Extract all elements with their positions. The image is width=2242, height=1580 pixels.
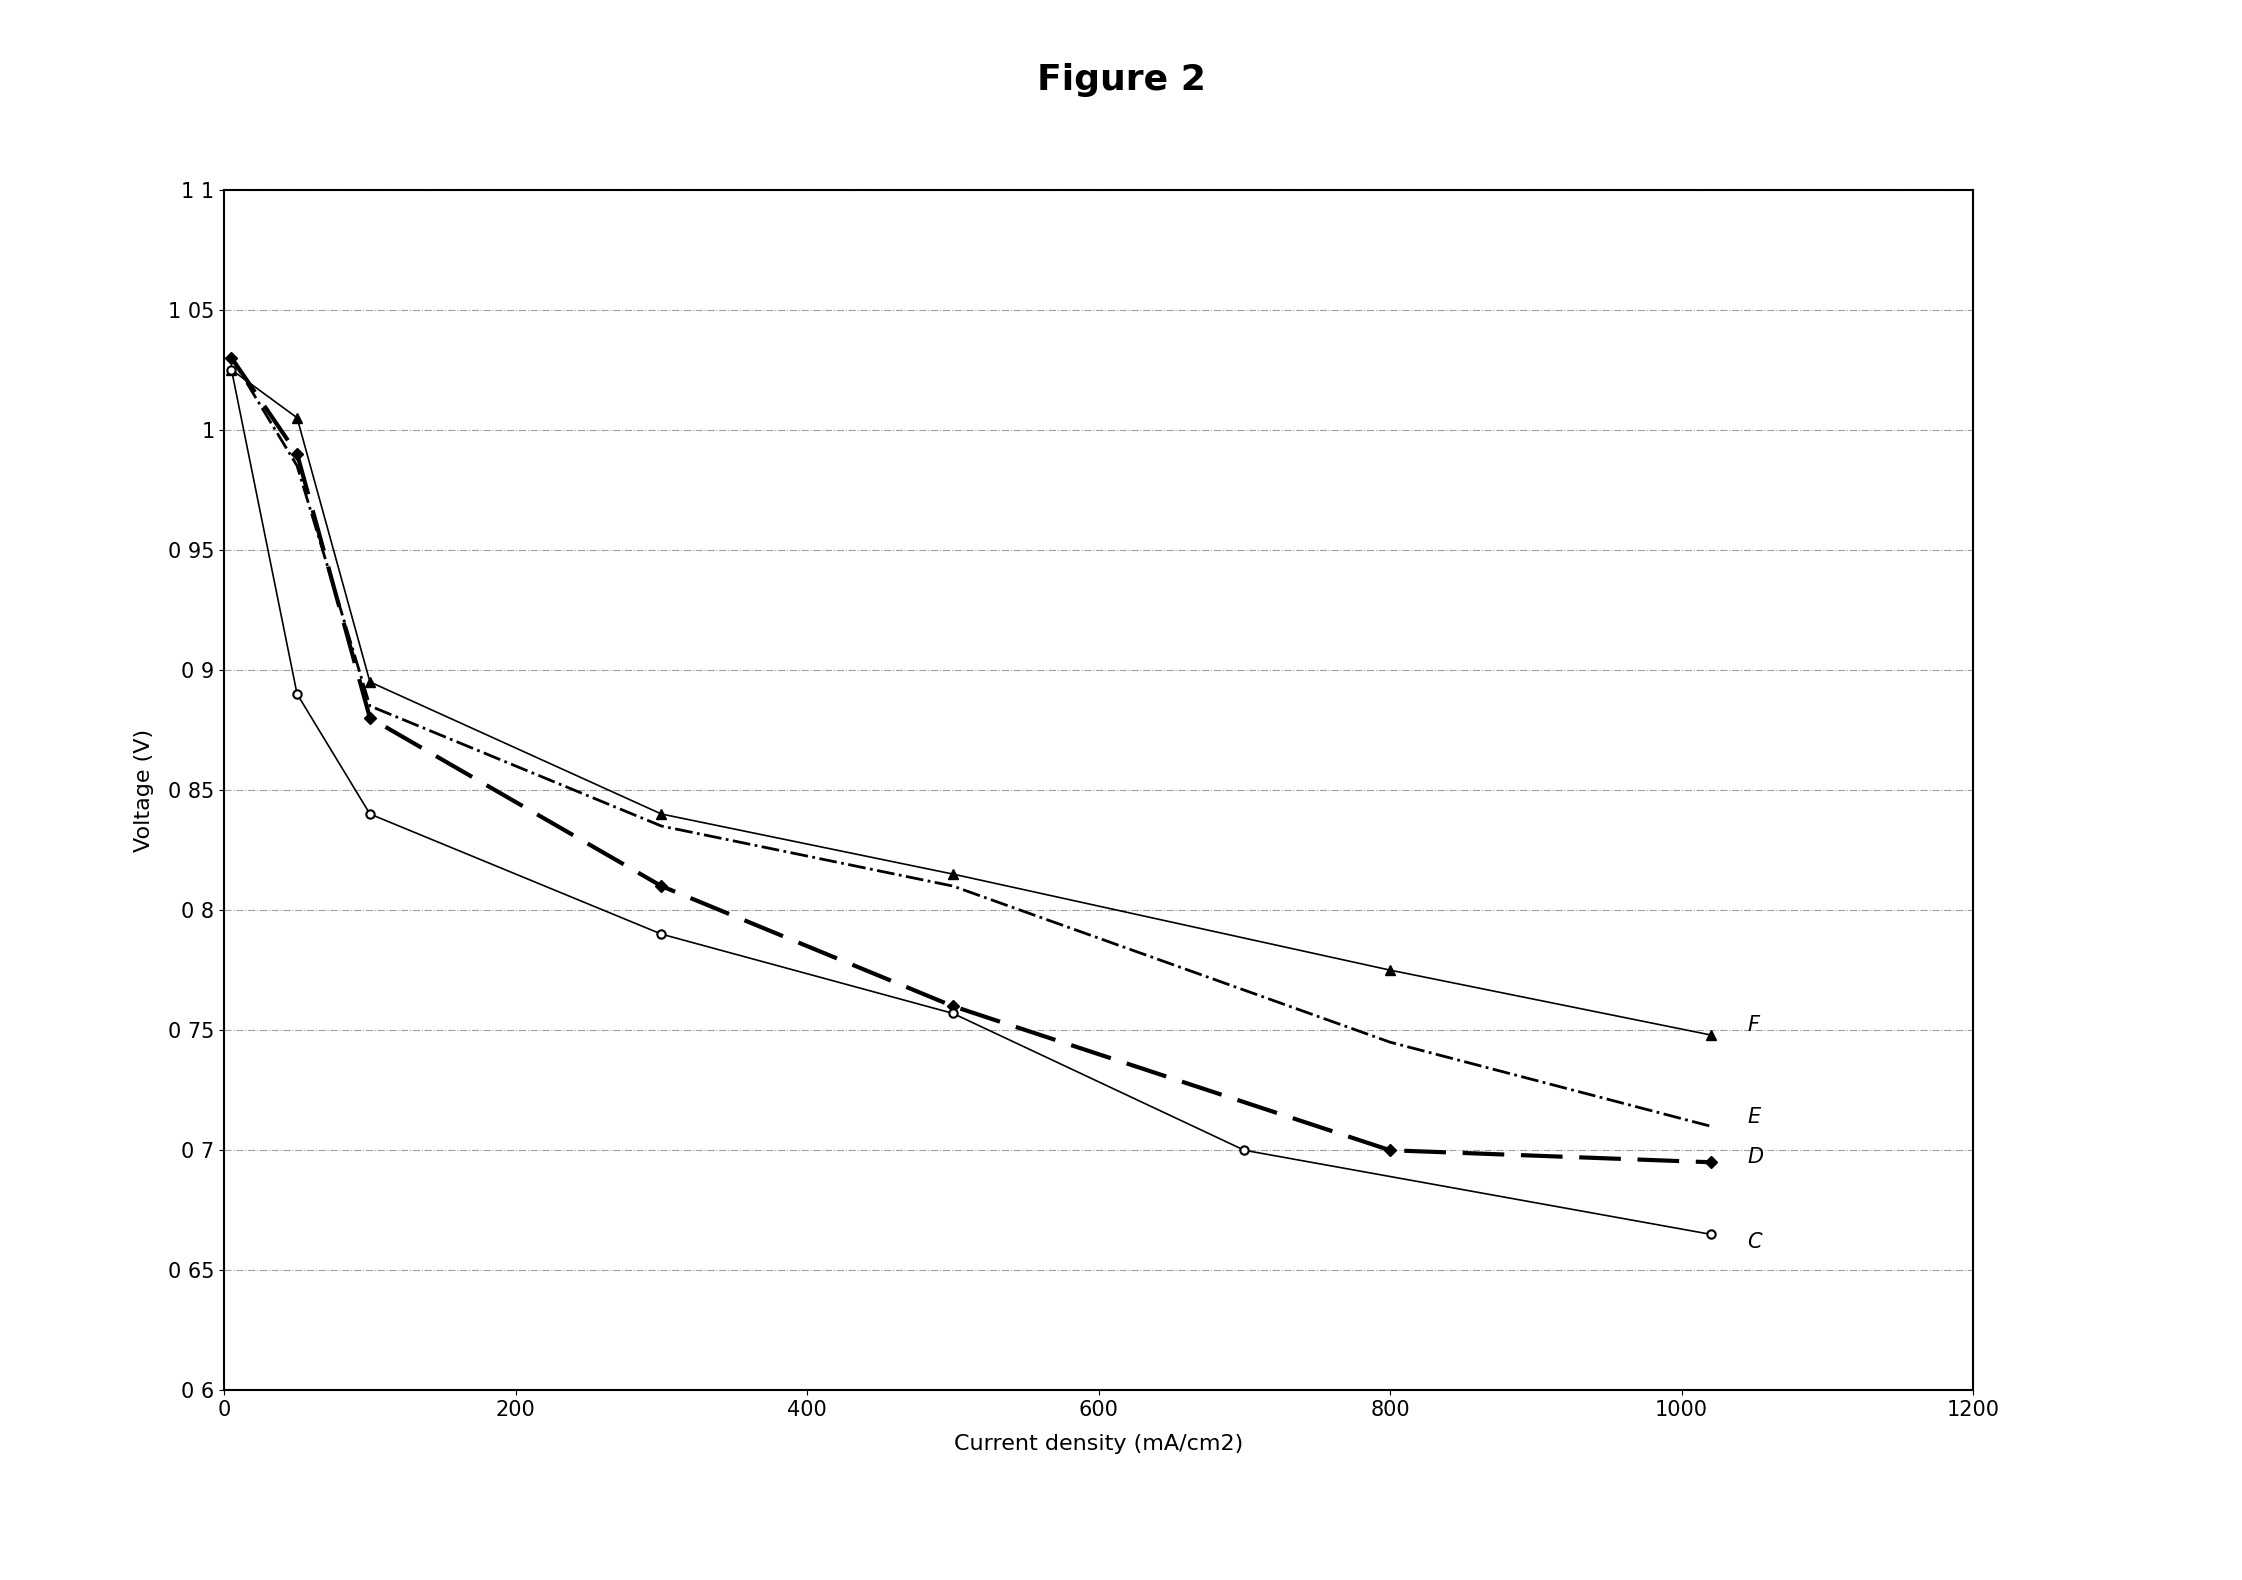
Text: Figure 2: Figure 2 bbox=[1036, 63, 1206, 98]
Text: F: F bbox=[1747, 1016, 1760, 1035]
Text: E: E bbox=[1747, 1106, 1760, 1127]
X-axis label: Current density (mA/cm2): Current density (mA/cm2) bbox=[953, 1435, 1244, 1454]
Text: D: D bbox=[1747, 1147, 1762, 1168]
Y-axis label: Voltage (V): Voltage (V) bbox=[135, 728, 155, 852]
Text: C: C bbox=[1747, 1231, 1762, 1251]
